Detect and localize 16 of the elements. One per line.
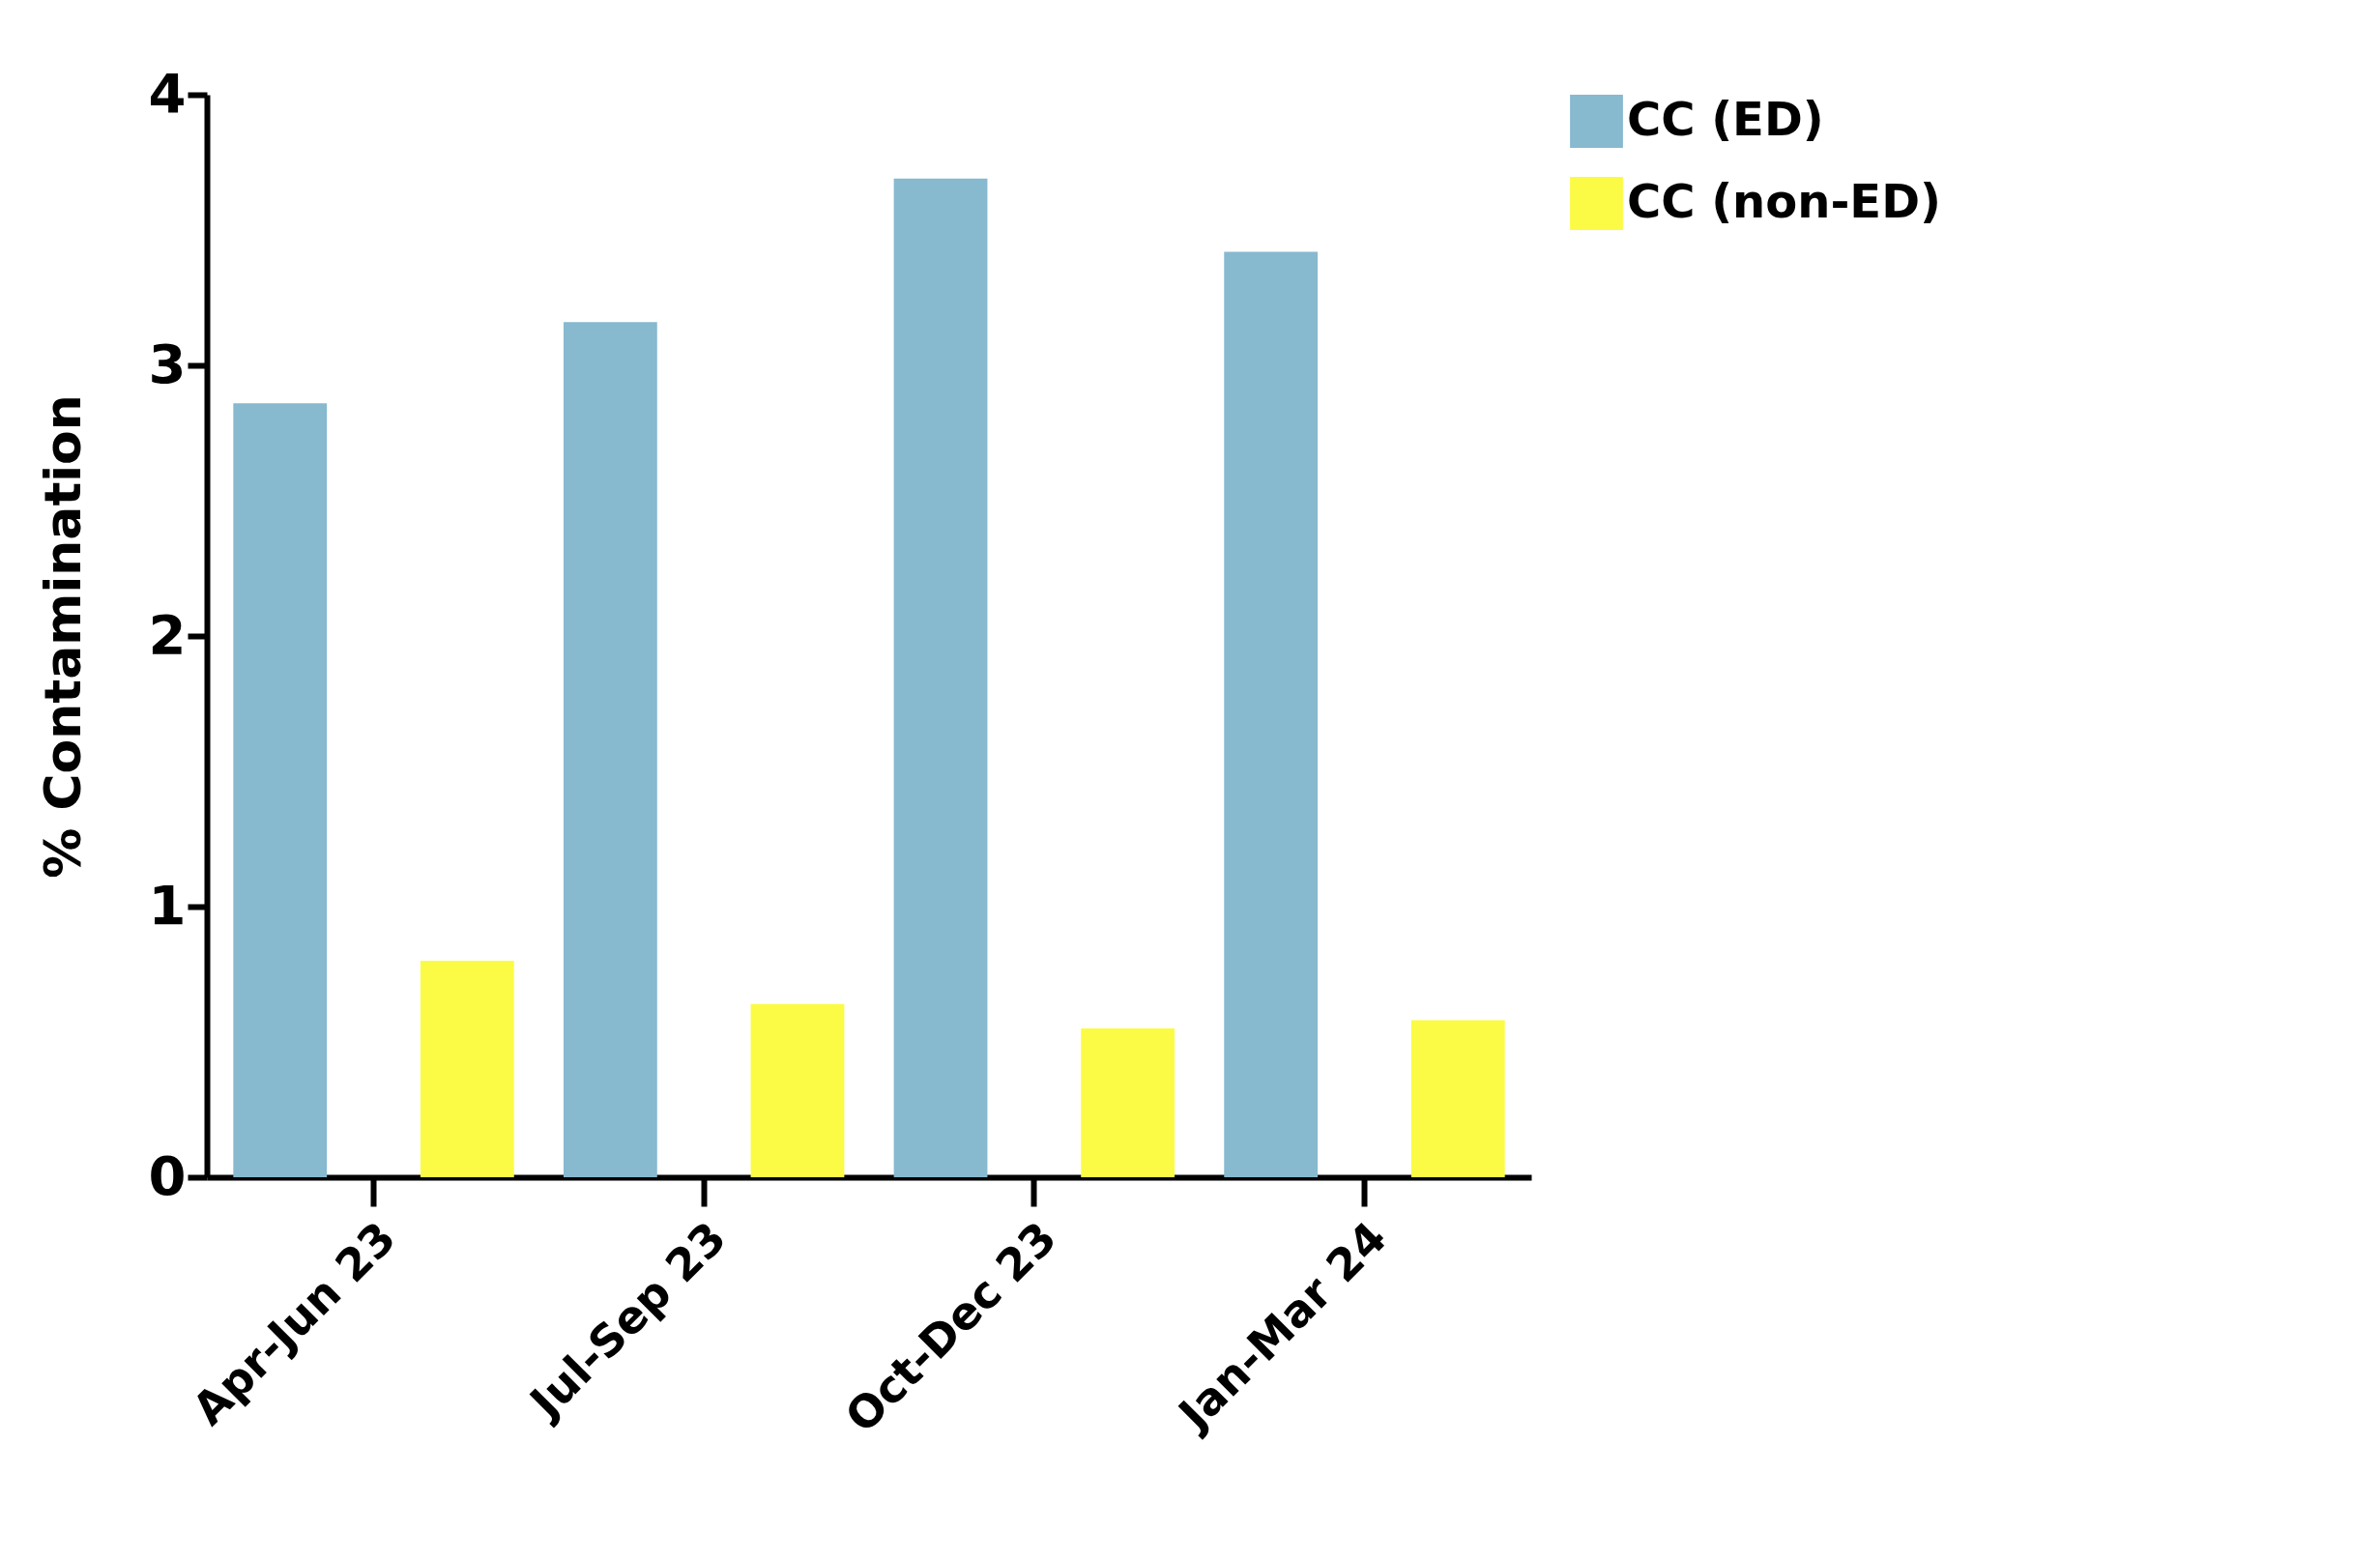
legend-label: CC (ED) (1627, 91, 1824, 146)
legend-label: CC (non-ED) (1627, 173, 1941, 228)
bar (1224, 251, 1319, 1177)
y-tick-label: 0 (148, 1143, 187, 1207)
bar (233, 403, 328, 1177)
y-tick-label: 4 (148, 61, 187, 125)
bar (420, 961, 514, 1177)
bar (1410, 1020, 1505, 1177)
y-tick-label: 3 (148, 332, 187, 395)
bar (1081, 1028, 1175, 1177)
y-tick-label: 1 (148, 873, 187, 937)
bar (750, 1003, 845, 1177)
y-axis-title: % Contamination (33, 394, 92, 879)
bar (563, 322, 657, 1177)
y-tick-label: 2 (148, 602, 187, 666)
bar (893, 178, 988, 1177)
